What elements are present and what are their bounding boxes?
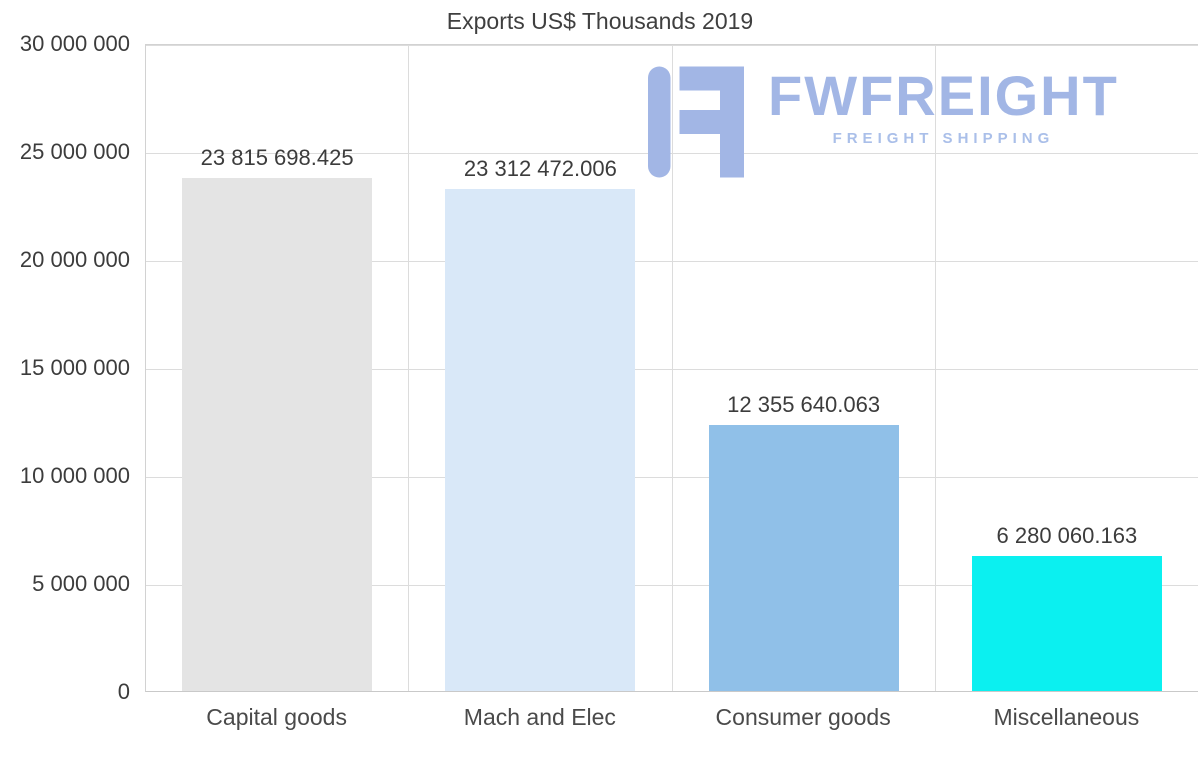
- y-tick-label: 20 000 000: [19, 247, 130, 272]
- bar-column-mach-and-elec: 23 312 472.006: [408, 45, 671, 691]
- chart-title: Exports US$ Thousands 2019: [446, 8, 754, 34]
- bar-mach-and-elec: [445, 189, 636, 691]
- bar-column-miscellaneous: 6 280 060.163: [934, 45, 1198, 691]
- bar-capital-goods: [182, 178, 373, 691]
- x-category-label: Mach and Elec: [463, 704, 616, 730]
- y-tick-label: 5 000 000: [32, 571, 130, 596]
- x-category-label: Capital goods: [206, 704, 347, 730]
- bar-column-capital-goods: 23 815 698.425: [146, 45, 408, 691]
- y-tick-label: 30 000 000: [19, 31, 130, 56]
- bar-value-label: 23 312 472.006: [463, 156, 617, 182]
- y-tick-label: 15 000 000: [19, 355, 130, 380]
- x-category-label: Miscellaneous: [993, 704, 1140, 730]
- x-category-label: Consumer goods: [715, 704, 891, 730]
- bar-miscellaneous: [971, 555, 1162, 691]
- bar-value-label: 23 815 698.425: [200, 145, 354, 171]
- y-tick-label: 10 000 000: [19, 463, 130, 488]
- y-axis: 30 000 000 25 000 000 20 000 000 15 000 …: [0, 32, 136, 704]
- bar-value-label: 12 355 640.063: [727, 391, 881, 417]
- bar-value-label: 6 280 060.163: [996, 522, 1138, 548]
- x-axis: Capital goods Mach and Elec Consumer goo…: [145, 704, 1198, 731]
- y-tick-label: 25 000 000: [19, 139, 130, 164]
- bar-column-consumer-goods: 12 355 640.063: [671, 45, 935, 691]
- bar-consumer-goods: [708, 424, 899, 691]
- plot-area: 23 815 698.425 23 312 472.006 12 355 640…: [145, 44, 1198, 692]
- y-tick-label: 0: [117, 679, 130, 704]
